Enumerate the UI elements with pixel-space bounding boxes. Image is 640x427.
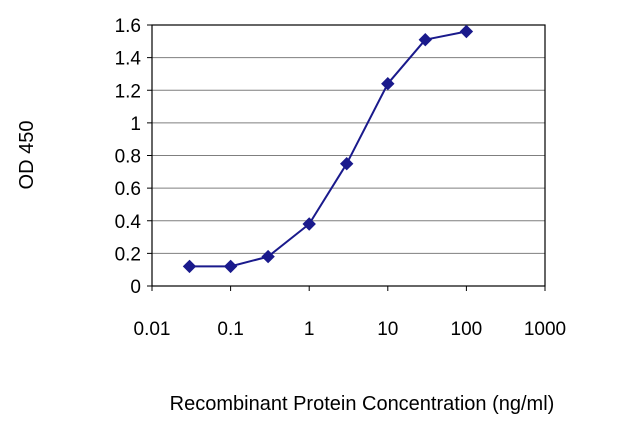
x-tick-label: 0.01 <box>134 319 171 340</box>
x-axis-ticks: 0.01 0.1 1 10 100 1000 <box>134 286 566 340</box>
data-point <box>459 24 474 39</box>
x-axis-title: Recombinant Protein Concentration (ng/ml… <box>170 393 555 415</box>
series-line-group <box>182 24 474 274</box>
x-tick-label: 100 <box>451 319 483 340</box>
data-point <box>182 259 197 274</box>
x-tick-label: 0.1 <box>217 319 243 340</box>
y-axis-title: OD 450 <box>16 121 38 190</box>
data-point <box>223 259 238 274</box>
data-point <box>302 217 316 231</box>
data-point <box>418 32 433 47</box>
y-tick-label: 0.6 <box>115 179 141 200</box>
y-tick-label: 1.4 <box>115 49 142 70</box>
x-tick-label: 10 <box>377 319 398 340</box>
y-tick-label: 0.2 <box>115 244 141 265</box>
data-point <box>339 156 354 171</box>
x-tick-label: 1 <box>304 319 315 340</box>
data-point <box>381 76 395 91</box>
series-line <box>189 30 467 268</box>
y-tick-label: 1.6 <box>115 16 141 37</box>
y-axis-ticks: 0 0.2 0.4 0.6 0.8 1 1.2 1.4 1.6 <box>115 16 152 298</box>
y-tick-label: 1.2 <box>115 81 141 102</box>
grid-lines <box>152 57 545 254</box>
y-tick-label: 1 <box>130 114 141 135</box>
x-tick-label: 1000 <box>524 319 566 340</box>
data-point <box>261 249 275 264</box>
y-tick-label: 0.4 <box>115 212 142 233</box>
y-tick-label: 0 <box>130 277 141 298</box>
y-tick-label: 0.8 <box>115 147 141 168</box>
